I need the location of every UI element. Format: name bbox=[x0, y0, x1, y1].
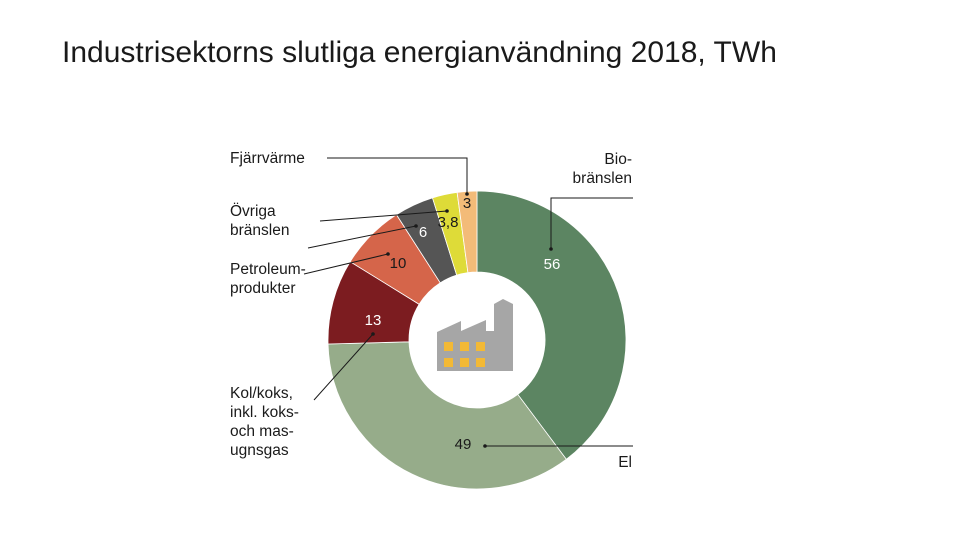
leader-dot bbox=[386, 252, 390, 256]
category-label: Petroleum-produkter bbox=[230, 261, 306, 297]
category-label-line: ugnsgas bbox=[230, 442, 289, 459]
leader-dot bbox=[371, 332, 375, 336]
slice-value-label: 10 bbox=[390, 255, 407, 272]
category-labels: Bio-bränslen El Kol/koks, inkl. koks-och ma… bbox=[230, 150, 632, 471]
leader-line bbox=[313, 333, 374, 401]
category-label: Kol/koks, inkl. koks-och mas-ugnsgas bbox=[230, 385, 299, 459]
leader-line bbox=[327, 157, 468, 194]
category-label: Övriga bränslen bbox=[230, 202, 289, 239]
category-label: Fjärrvärme bbox=[230, 150, 305, 167]
leader-dot bbox=[483, 444, 487, 448]
leader-lines bbox=[303, 157, 633, 448]
category-label-line: Kol/koks, bbox=[230, 385, 293, 402]
leader-line bbox=[307, 225, 417, 249]
leader-dot bbox=[465, 192, 469, 196]
category-label-line: Övriga bbox=[230, 202, 276, 220]
slice-value-label: 3 bbox=[463, 195, 471, 212]
category-label-line: produkter bbox=[230, 280, 295, 297]
category-label: El bbox=[618, 454, 632, 471]
slice-0 bbox=[476, 190, 627, 460]
leader-line bbox=[303, 253, 389, 275]
leader-line bbox=[319, 210, 448, 222]
slice-value-label: 13 bbox=[365, 312, 382, 329]
slice-value-labels: 56 49 13 10 6 3,83 bbox=[365, 195, 561, 453]
category-label: Bio-bränslen bbox=[573, 151, 632, 187]
slice-value-label: 56 bbox=[544, 256, 561, 273]
category-label-line: Petroleum- bbox=[230, 261, 306, 278]
category-label-line: bränslen bbox=[230, 222, 289, 239]
category-label-line: inkl. koks- bbox=[230, 404, 299, 421]
slice-6 bbox=[456, 190, 478, 274]
factory-icon bbox=[437, 299, 513, 371]
category-label-line: bränslen bbox=[573, 170, 632, 187]
leader-line bbox=[550, 197, 633, 249]
leader-dot bbox=[549, 247, 553, 251]
slice-value-label: 3,8 bbox=[438, 214, 459, 231]
category-label-line: och mas- bbox=[230, 423, 294, 440]
leader-dot bbox=[414, 224, 418, 228]
category-label-line: Bio- bbox=[604, 151, 632, 168]
category-label-line: El bbox=[618, 454, 632, 471]
slice-value-label: 49 bbox=[455, 436, 472, 453]
category-label-line: Fjärrvärme bbox=[230, 150, 305, 167]
leader-dot bbox=[445, 209, 449, 213]
slide-title: Industrisektorns slutliga energianvändni… bbox=[62, 36, 777, 69]
slice-value-label: 6 bbox=[419, 224, 427, 241]
donut-slices bbox=[327, 190, 627, 490]
